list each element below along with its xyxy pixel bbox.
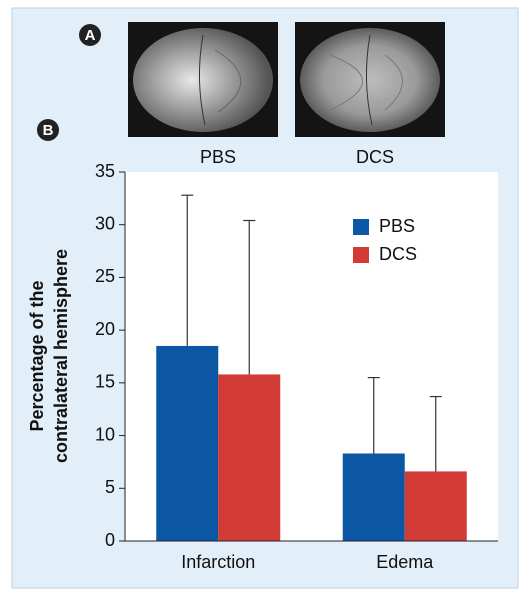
- legend-swatch: [353, 247, 369, 263]
- y-tick-label: 0: [105, 530, 115, 550]
- error-bar: [243, 219, 256, 375]
- y-tick-label: 10: [95, 424, 115, 444]
- y-axis-label: Percentage of the: [27, 280, 47, 431]
- image-caption: PBS: [200, 147, 236, 167]
- error-bar: [367, 376, 380, 454]
- y-tick-label: 5: [105, 477, 115, 497]
- bar: [156, 345, 219, 541]
- image-caption: DCS: [356, 147, 394, 167]
- error-bar: [429, 395, 442, 472]
- bar: [342, 453, 405, 541]
- brain-image: [128, 22, 278, 137]
- x-tick-label: Edema: [376, 552, 434, 572]
- y-axis-label: contralateral hemisphere: [51, 249, 71, 463]
- error-bar: [181, 194, 194, 346]
- panel-badge: [79, 24, 101, 46]
- y-tick-label: 20: [95, 319, 115, 339]
- legend-swatch: [353, 219, 369, 235]
- panel-label: B: [43, 122, 54, 139]
- x-tick-label: Infarction: [181, 552, 255, 572]
- legend-label: PBS: [379, 216, 415, 236]
- bar: [404, 471, 467, 541]
- legend-label: DCS: [379, 244, 417, 264]
- y-tick-label: 35: [95, 161, 115, 181]
- y-tick-label: 15: [95, 372, 115, 392]
- panel-badge: [37, 119, 59, 141]
- bar: [218, 374, 281, 541]
- y-tick-label: 30: [95, 213, 115, 233]
- panel-label: A: [85, 27, 96, 44]
- y-tick-label: 25: [95, 266, 115, 286]
- brain-image: [295, 22, 445, 137]
